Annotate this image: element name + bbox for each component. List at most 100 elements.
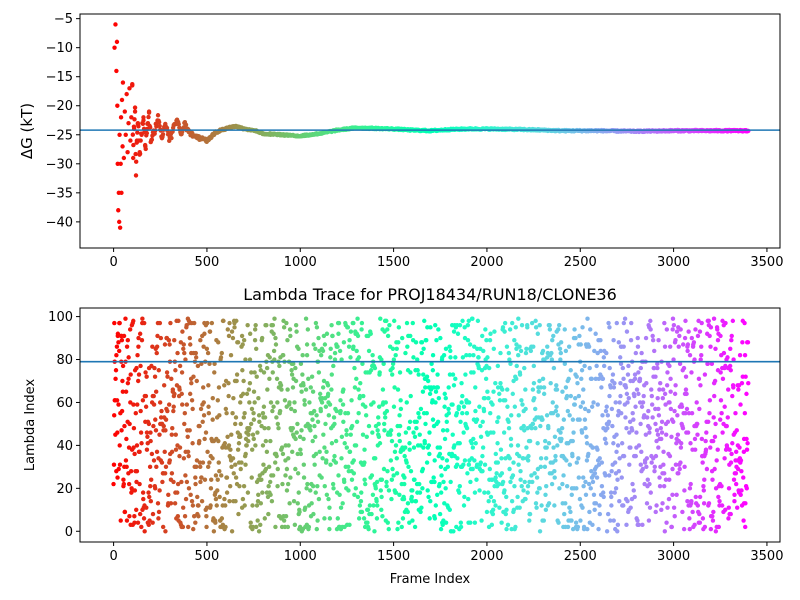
lambda-trace-point xyxy=(376,404,382,409)
lambda-trace-point xyxy=(395,526,400,532)
lambda-trace-point xyxy=(510,391,515,397)
lambda-trace-point xyxy=(401,496,407,502)
lambda-trace-point xyxy=(372,529,377,534)
lambda-trace-point xyxy=(482,490,487,495)
lambda-trace-point xyxy=(649,460,654,465)
lambda-trace-point xyxy=(708,325,714,330)
lambda-trace-point xyxy=(655,432,661,437)
lambda-trace-point xyxy=(529,426,534,431)
lambda-trace-point xyxy=(741,475,746,480)
lambda-trace-point xyxy=(156,516,161,521)
lambda-trace-point xyxy=(591,492,597,497)
lambda-trace-point xyxy=(321,432,326,437)
lambda-trace-point xyxy=(385,327,390,332)
lambda-trace-point xyxy=(592,471,598,476)
lambda-trace-point xyxy=(612,380,617,386)
lambda-trace-point xyxy=(719,483,724,489)
lambda-trace-point xyxy=(533,426,538,431)
lambda-trace-point xyxy=(173,368,178,373)
lambda-trace-point xyxy=(370,492,376,497)
lambda-trace-point xyxy=(436,327,441,332)
lambda-trace-point xyxy=(480,445,486,450)
lambda-trace-point xyxy=(447,344,452,349)
lambda-trace-point xyxy=(488,331,493,336)
lambda-trace-point xyxy=(316,335,321,341)
lambda-trace-point xyxy=(206,383,211,388)
lambda-trace-point xyxy=(733,410,738,416)
lambda-trace-point xyxy=(332,421,337,427)
lambda-trace-point xyxy=(684,406,690,412)
lambda-trace-point xyxy=(300,353,305,358)
lambda-trace-point xyxy=(660,387,666,392)
lambda-trace-point xyxy=(644,456,650,461)
lambda-trace-point xyxy=(583,492,589,497)
lambda-trace-point xyxy=(460,355,466,360)
lambda-trace-point xyxy=(552,434,558,440)
lambda-trace-point xyxy=(317,391,323,397)
lambda-trace-point xyxy=(559,426,565,431)
lambda-trace-point xyxy=(574,460,579,465)
lambda-trace-point xyxy=(161,423,166,429)
lambda-trace-point xyxy=(417,415,422,420)
lambda-trace-point xyxy=(127,327,133,332)
lambda-trace-point xyxy=(443,520,449,525)
lambda-trace-point xyxy=(126,481,132,487)
lambda-trace-point xyxy=(247,357,253,362)
lambda-trace-point xyxy=(397,370,403,375)
lambda-trace-point xyxy=(509,499,515,504)
lambda-trace-point xyxy=(728,368,733,373)
lambda-trace-point xyxy=(742,320,747,326)
lambda-trace-point xyxy=(745,441,750,446)
lambda-trace-point xyxy=(517,453,522,459)
lambda-trace-point xyxy=(412,477,417,482)
lambda-trace-point xyxy=(547,327,553,332)
lambda-trace-point xyxy=(252,327,258,332)
lambda-trace-point xyxy=(222,383,227,388)
lambda-trace-point xyxy=(688,441,693,446)
lambda-trace-point xyxy=(369,473,375,478)
lambda-trace-point xyxy=(731,477,737,482)
free-energy-points xyxy=(112,22,751,230)
lambda-trace-point xyxy=(307,423,313,429)
lambda-trace-point xyxy=(547,322,552,328)
lambda-trace-point xyxy=(217,413,222,418)
lambda-trace-point xyxy=(189,380,194,386)
lambda-trace-point xyxy=(201,385,206,390)
lambda-trace-point xyxy=(311,511,316,517)
lambda-trace-point xyxy=(653,421,658,427)
lambda-trace-point xyxy=(715,338,721,343)
lambda-trace-point xyxy=(197,438,202,444)
lambda-trace-point xyxy=(522,365,527,371)
lambda-trace-point xyxy=(392,385,397,390)
lambda-trace-point xyxy=(510,473,516,478)
lambda-trace-point xyxy=(151,458,157,463)
lambda-trace-point xyxy=(205,350,211,356)
lambda-trace-point xyxy=(150,511,156,517)
lambda-trace-point xyxy=(339,434,345,440)
lambda-trace-point xyxy=(546,426,551,431)
free-energy-point xyxy=(132,109,138,114)
lambda-trace-point xyxy=(372,365,378,371)
lambda-trace-point xyxy=(397,413,402,418)
lambda-trace-point xyxy=(582,363,587,369)
lambda-trace-point xyxy=(326,413,332,418)
lambda-trace-point xyxy=(658,426,664,431)
lambda-trace-point xyxy=(667,477,672,482)
lambda-trace-point xyxy=(471,436,476,442)
lambda-trace-point xyxy=(686,329,691,334)
free-energy-point xyxy=(136,124,141,129)
lambda-trace-point xyxy=(112,413,117,418)
lambda-trace-point xyxy=(472,458,477,463)
lambda-trace-point xyxy=(190,406,195,412)
lambda-trace-point xyxy=(726,505,731,510)
lambda-trace-point xyxy=(504,344,510,349)
lambda-trace-point xyxy=(199,499,205,504)
free-energy-point xyxy=(116,208,121,213)
lambda-trace-point xyxy=(359,509,365,515)
lambda-trace-point xyxy=(251,436,256,442)
lambda-trace-point xyxy=(275,400,280,405)
lambda-trace-point xyxy=(581,387,586,392)
lambda-trace-point xyxy=(380,387,386,392)
lambda-trace-point xyxy=(327,402,333,407)
lambda-trace-point xyxy=(198,479,203,485)
